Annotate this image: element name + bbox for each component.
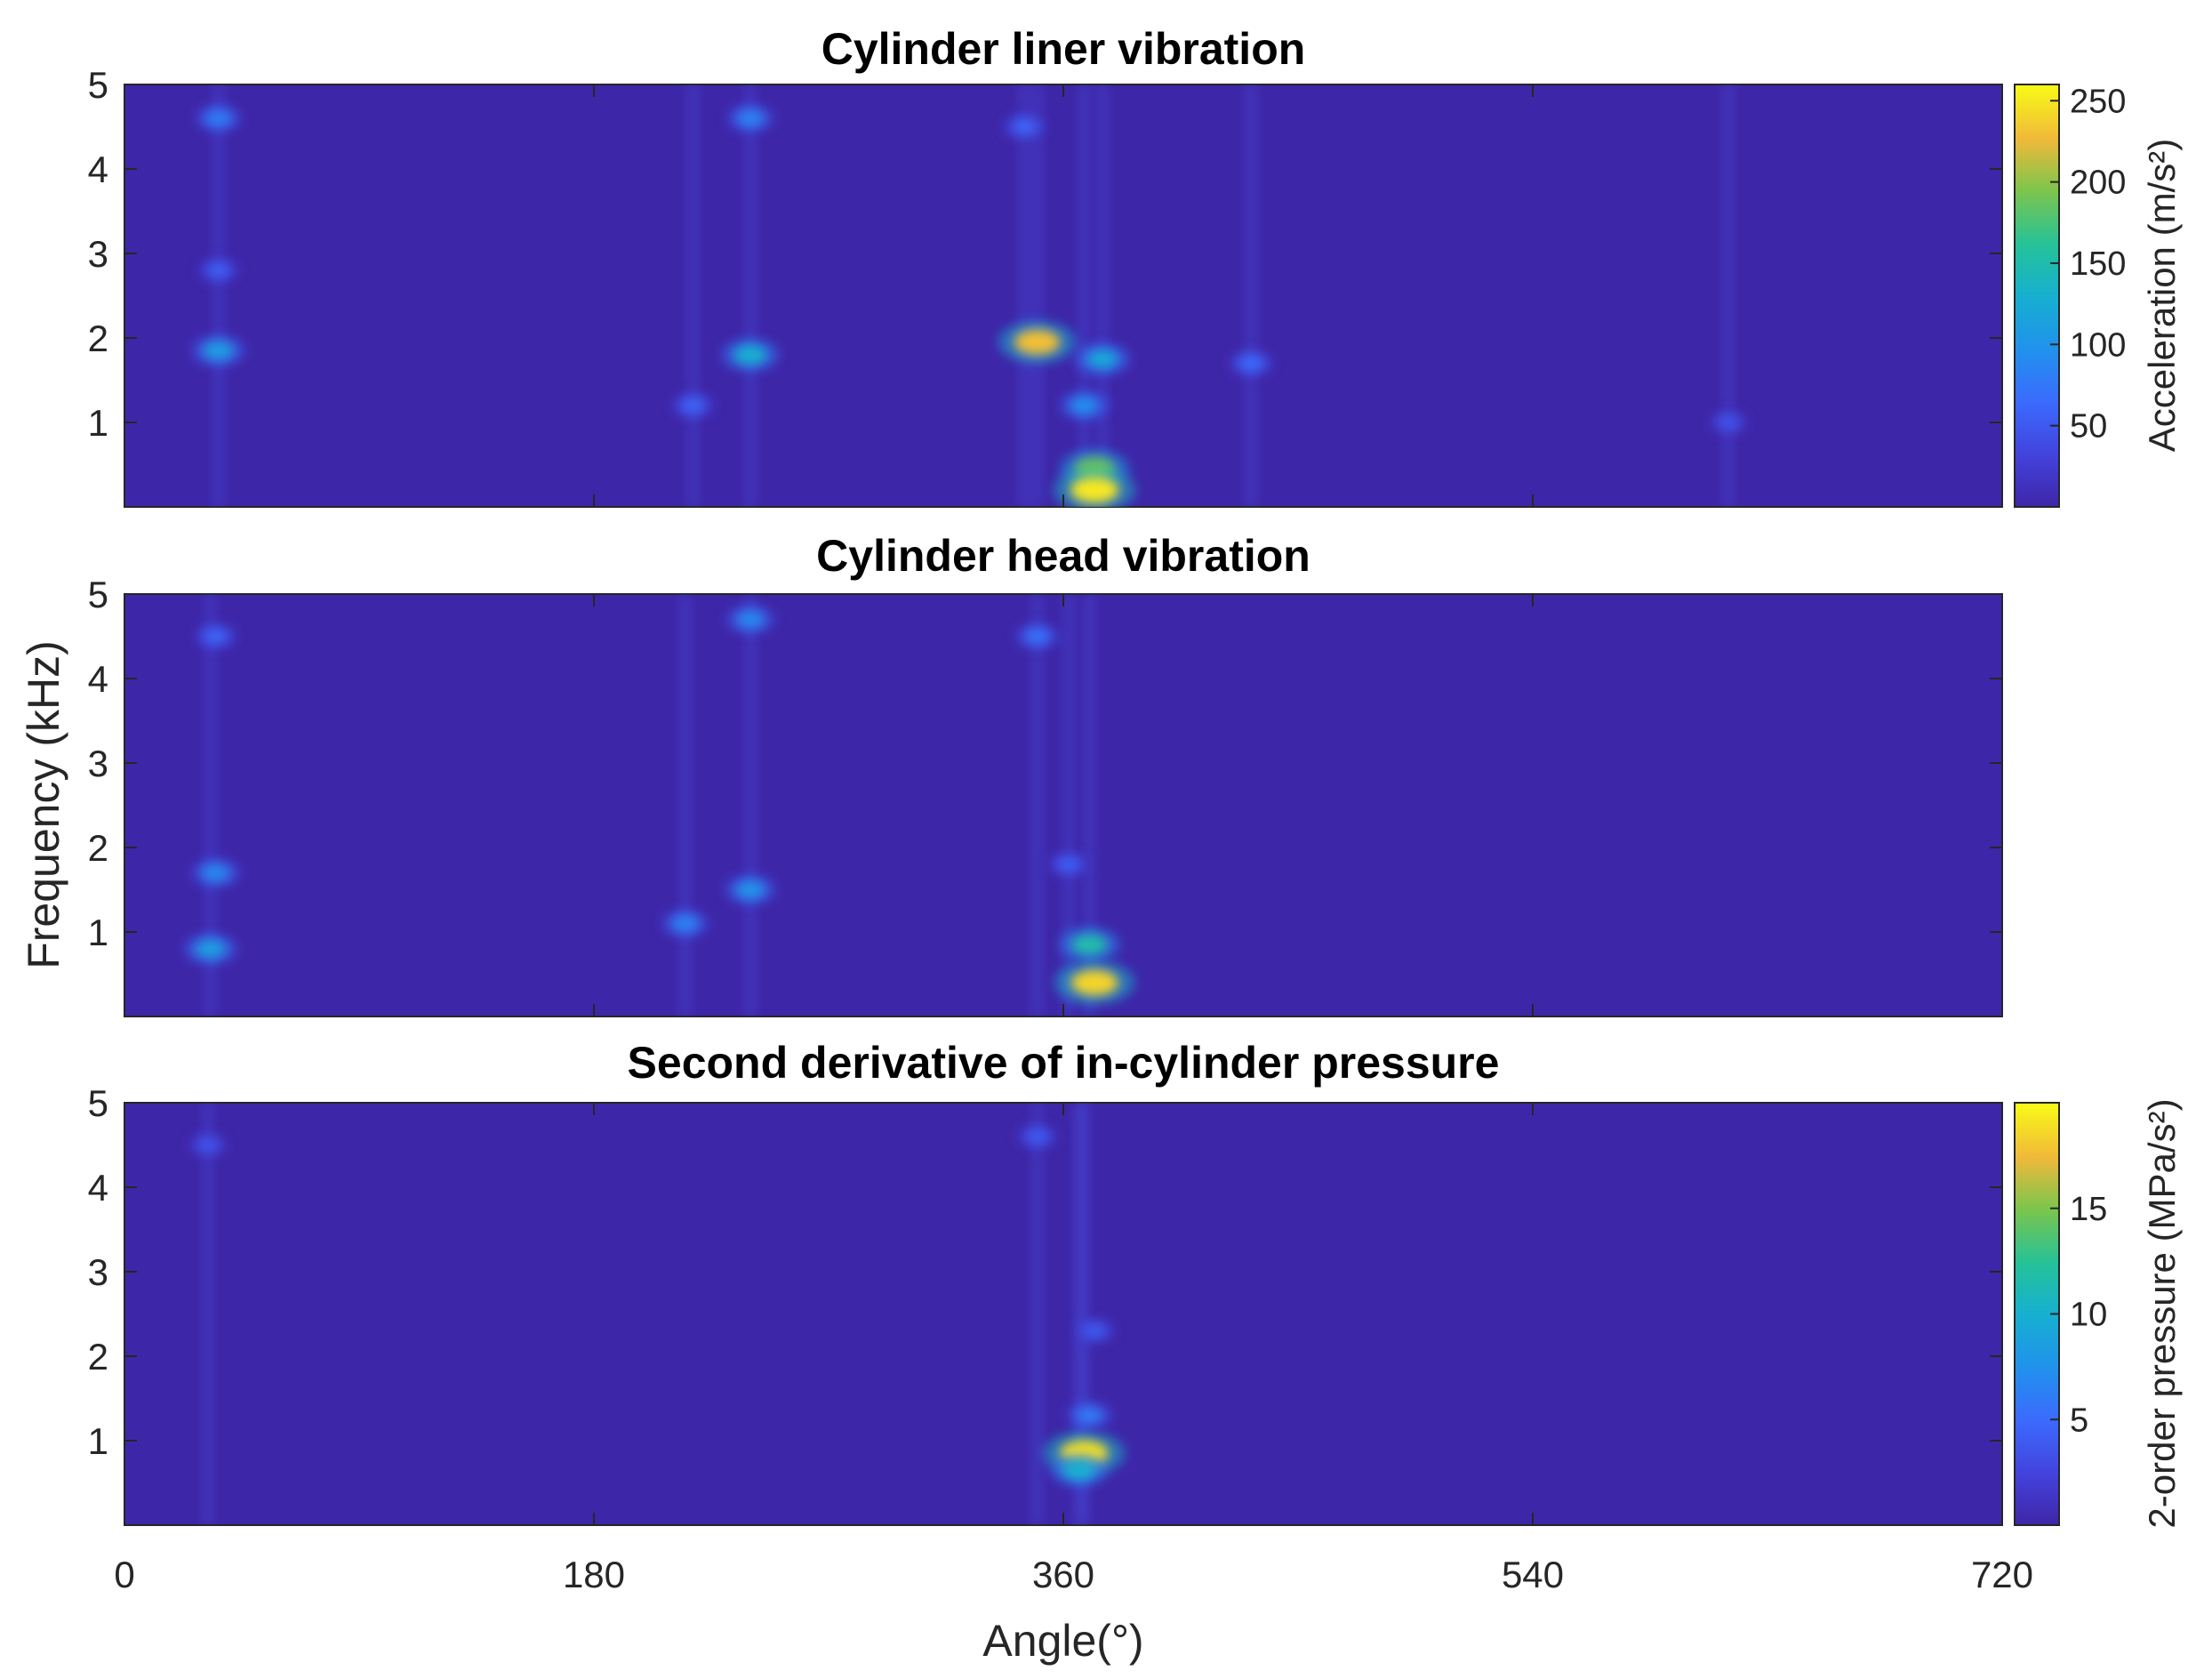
colorbar-label: 2-order pressure (MPa/s²): [2141, 1098, 2183, 1528]
panel-title: Second derivative of in-cylinder pressur…: [628, 1038, 1500, 1088]
hotspot-cell: [735, 610, 765, 629]
hotspot-cell: [670, 914, 700, 933]
transient-streak: [1062, 594, 1074, 1016]
colorbar-tick-label: 50: [2070, 408, 2107, 446]
y-tick-label: 5: [88, 1082, 108, 1124]
transient-streak: [1246, 84, 1257, 507]
hotspot-cell: [196, 1137, 220, 1153]
y-tick-label: 4: [88, 1167, 108, 1209]
heatmap-layer: [191, 84, 1749, 507]
hotspot-cell: [1238, 355, 1264, 372]
panel-pressure-derivative: Second derivative of in-cylinder pressur…: [124, 1038, 2003, 1526]
hotspot-cell: [680, 398, 706, 414]
panel-title: Cylinder head vibration: [816, 531, 1310, 581]
y-axis-label: Frequency (kHz): [19, 640, 68, 969]
y-tick-label: 2: [88, 827, 108, 869]
y-tick-label: 5: [88, 574, 108, 615]
heatmap-layer: [183, 594, 1135, 1016]
colorbar-gradient: [2014, 84, 2060, 508]
y-tick-label: 5: [88, 64, 108, 106]
hotspot-cell: [1056, 856, 1081, 872]
colorbar-tick-label: 10: [2070, 1297, 2107, 1334]
y-tick-label: 1: [88, 1420, 108, 1462]
hotspot-cell: [204, 109, 233, 127]
hotspot-cell: [1011, 118, 1038, 135]
transient-streak: [1019, 84, 1030, 507]
hotspot-cell: [195, 939, 227, 959]
x-tick-label: 0: [114, 1554, 134, 1595]
colorbar-label: Acceleration (m/s²): [2141, 139, 2183, 452]
x-tick-label: 720: [1971, 1554, 2033, 1595]
transient-streak: [1031, 594, 1043, 1016]
transient-streak: [1031, 84, 1043, 507]
y-tick-label: 1: [88, 912, 108, 953]
x-tick-label: 360: [1032, 1554, 1094, 1595]
transient-streak: [745, 594, 756, 1016]
hotspot-cell: [203, 628, 228, 645]
hotspot-cell: [1075, 1407, 1103, 1424]
transient-streak: [679, 594, 691, 1016]
y-tick-label: 2: [88, 317, 108, 359]
colorbar-tick-label: 15: [2070, 1191, 2107, 1228]
hotspot-cell: [1023, 628, 1051, 645]
y-tick-label: 4: [88, 149, 108, 190]
panel-cylinder-liner: Cylinder liner vibration: [124, 24, 2003, 508]
transient-streak: [1084, 594, 1095, 1016]
x-tick-label: 180: [563, 1554, 625, 1595]
hotspot-cell: [1070, 969, 1118, 996]
transient-streak: [1078, 84, 1090, 507]
hotspot-cell: [201, 864, 230, 882]
transient-streak: [745, 84, 756, 507]
colorbar-acceleration: Acceleration (m/s²): [2014, 84, 2183, 508]
hotspot-cell: [1070, 477, 1119, 503]
x-axis-label: Angle(°): [982, 1616, 1143, 1666]
colorbar-tick-label: 5: [2070, 1402, 2088, 1439]
hotspot-cell: [1082, 1322, 1107, 1339]
hotspot-cell: [1086, 349, 1119, 369]
plot-area: [124, 84, 2003, 508]
hotspot-cell: [1062, 1460, 1096, 1481]
transient-streak: [1097, 84, 1108, 507]
hotspot-cell: [1069, 397, 1100, 414]
hotspot-cell: [1716, 414, 1741, 430]
colorbar-pressure: 2-order pressure (MPa/s²): [2014, 1098, 2183, 1529]
y-tick-label: 2: [88, 1336, 108, 1378]
y-tick-label: 3: [88, 1251, 108, 1293]
transient-streak: [1031, 1103, 1043, 1525]
hotspot-cell: [735, 880, 765, 899]
transient-streak: [687, 84, 699, 507]
transient-streak: [1723, 84, 1734, 507]
hotspot-cell: [205, 262, 231, 278]
hotspot-cell: [736, 109, 765, 127]
transient-streak: [212, 84, 224, 507]
panel-title: Cylinder liner vibration: [821, 24, 1306, 74]
panel-cylinder-head: Cylinder head vibration: [124, 531, 2003, 1017]
hotspot-cell: [733, 345, 767, 365]
colorbar-tick-label: 150: [2070, 245, 2126, 283]
transient-streak: [204, 594, 216, 1016]
colorbar-tick-label: 100: [2070, 326, 2126, 364]
y-tick-label: 3: [88, 233, 108, 275]
y-tick-label: 4: [88, 658, 108, 700]
y-tick-label: 3: [88, 743, 108, 784]
hotspot-cell: [1014, 329, 1061, 355]
x-tick-label: 540: [1502, 1554, 1564, 1595]
colorbar-tick-label: 200: [2070, 165, 2126, 202]
hotspot-cell: [1070, 934, 1108, 955]
transient-streak: [202, 1103, 213, 1525]
y-tick-label: 1: [88, 402, 108, 444]
hotspot-cell: [1025, 1129, 1050, 1145]
hotspot-cell: [202, 341, 235, 360]
colorbar-tick-label: 250: [2070, 83, 2126, 120]
heatmap-layer: [188, 1103, 1126, 1525]
